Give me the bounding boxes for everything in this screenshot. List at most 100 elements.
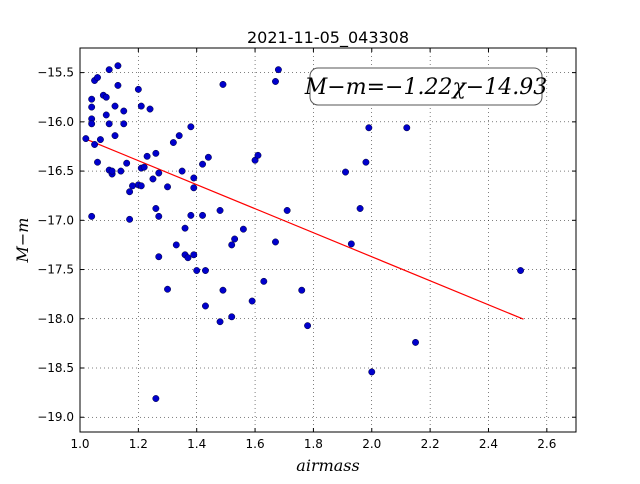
x-axis-title: airmass	[296, 456, 359, 475]
data-point	[272, 78, 279, 85]
annotation-box: M−m=−1.22χ−14.93	[304, 67, 547, 106]
data-point	[88, 95, 96, 103]
x-tick-label: 2.0	[362, 437, 381, 451]
data-point	[219, 286, 227, 294]
x-tick-label: 1.4	[187, 437, 206, 451]
data-point	[155, 212, 163, 220]
data-point	[202, 267, 209, 274]
data-point	[228, 313, 236, 321]
plot-frame	[79, 47, 577, 433]
data-point	[152, 395, 160, 402]
data-point	[105, 120, 113, 128]
data-point	[146, 105, 154, 113]
data-point	[155, 169, 163, 177]
y-tick-label: −18.0	[37, 312, 74, 326]
y-tick-label: −19.0	[37, 410, 74, 424]
data-point	[187, 123, 195, 131]
data-point	[199, 160, 206, 168]
data-point	[102, 111, 110, 119]
data-point	[114, 62, 122, 70]
y-tick-label: −15.5	[37, 66, 74, 80]
data-point	[111, 132, 119, 140]
grid-lines	[79, 48, 576, 432]
chart-title: 2021-11-05_043308	[247, 28, 409, 48]
data-point	[140, 163, 148, 171]
data-point	[272, 238, 279, 246]
data-point	[342, 168, 349, 176]
data-points	[82, 62, 525, 402]
data-point	[190, 184, 198, 192]
data-point	[216, 207, 224, 214]
data-point	[178, 167, 186, 175]
data-point	[102, 93, 110, 101]
y-tick-label: −16.0	[37, 115, 74, 129]
annotation-frame	[309, 67, 543, 106]
data-point	[283, 207, 291, 214]
data-point	[260, 277, 268, 285]
x-tick-label: 1.8	[304, 437, 323, 451]
x-tick-label: 1.0	[70, 437, 89, 451]
data-point	[175, 132, 183, 140]
data-point	[143, 152, 151, 160]
data-point	[228, 241, 236, 249]
data-point	[96, 136, 104, 144]
data-point	[137, 102, 145, 110]
data-point	[117, 167, 125, 175]
data-point	[123, 159, 131, 167]
data-point	[91, 141, 99, 148]
data-point	[152, 205, 160, 212]
y-tick-label: −18.5	[37, 361, 74, 375]
data-point	[204, 153, 212, 161]
data-point	[88, 103, 96, 111]
data-point	[114, 81, 122, 89]
data-point	[155, 253, 163, 261]
data-point	[82, 135, 90, 143]
data-point	[149, 175, 157, 183]
x-tick-label: 2.2	[421, 437, 440, 451]
data-point	[362, 158, 370, 166]
x-tick-label: 1.6	[246, 437, 265, 451]
data-point	[304, 322, 312, 330]
data-point	[412, 338, 419, 346]
data-point	[120, 120, 128, 128]
data-point	[216, 318, 224, 326]
data-point	[111, 102, 119, 110]
axis-ticks: 1.0 1.2 1.4 1.6 1.8 2.0 2.2 2.4 2.6 −15.5 −16.0 −16…	[37, 48, 576, 451]
y-tick-label: −16.5	[37, 164, 74, 178]
data-point	[254, 151, 262, 159]
data-point	[181, 224, 189, 232]
data-point	[108, 167, 116, 175]
data-point	[403, 124, 411, 132]
data-point	[365, 124, 373, 132]
data-point	[347, 240, 355, 248]
data-point	[231, 235, 239, 243]
data-point	[193, 267, 201, 274]
data-point	[368, 368, 376, 376]
data-point	[152, 149, 160, 157]
data-point	[169, 139, 177, 146]
data-point	[129, 182, 136, 190]
data-point	[219, 80, 227, 88]
data-point	[239, 225, 247, 233]
y-tick-label: −17.5	[37, 263, 74, 277]
data-point	[274, 66, 282, 74]
data-point	[134, 85, 142, 93]
data-point	[105, 66, 113, 74]
data-point	[199, 211, 206, 219]
data-point	[126, 188, 134, 196]
data-point	[184, 254, 192, 262]
data-point	[187, 211, 195, 219]
data-point	[190, 251, 198, 259]
y-tick-label: −17.0	[37, 213, 74, 227]
data-point	[88, 212, 96, 220]
x-tick-label: 1.2	[129, 437, 148, 451]
data-point	[126, 215, 134, 223]
data-point	[356, 205, 364, 212]
data-point	[164, 285, 171, 293]
data-point	[202, 302, 209, 310]
fit-line	[85, 138, 524, 320]
x-tick-label: 2.6	[537, 437, 556, 451]
data-point	[172, 241, 180, 249]
data-point	[164, 183, 171, 191]
